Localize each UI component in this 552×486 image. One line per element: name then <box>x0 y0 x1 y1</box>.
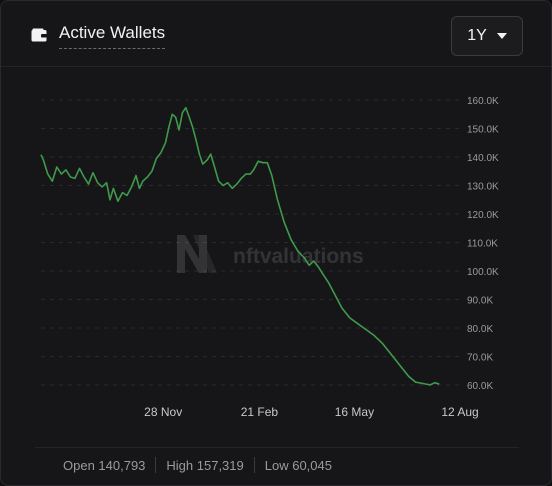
wallet-icon <box>31 28 47 42</box>
watermark: nftvaluations <box>177 235 364 273</box>
low-stat: Low 60,045 <box>264 457 332 473</box>
active-wallets-line <box>40 106 440 386</box>
y-axis-ticks: 60.0K 70.0K 80.0K 90.0K 100.0K 110.0K 120.0K 13… <box>467 96 499 392</box>
high-stat: High 157,319 <box>166 457 244 473</box>
y-tick-label: 150.0K <box>467 125 499 136</box>
caret-down-icon <box>496 33 507 39</box>
y-tick-label: 90.0K <box>467 296 493 307</box>
card-title: Active Wallets <box>59 23 166 49</box>
y-tick-label: 100.0K <box>467 267 499 278</box>
y-tick-label: 160.0K <box>467 96 499 107</box>
summary-stats: Open 140,793 High 157,319 Low 60,045 <box>63 457 342 473</box>
y-tick-label: 120.0K <box>467 210 499 221</box>
time-range-label: 1Y <box>467 27 487 44</box>
footer-divider <box>35 447 519 448</box>
active-wallets-chart: nftvaluations 60.0K 70.0K 80.0K 90.0K 100.0K… <box>40 96 499 419</box>
x-axis-ticks: 28 Nov 21 Feb 16 May 12 Aug <box>144 405 479 419</box>
x-tick-label: 21 Feb <box>241 405 279 419</box>
gridlines <box>41 99 462 386</box>
x-tick-label: 16 May <box>335 405 374 419</box>
x-tick-label: 28 Nov <box>144 405 182 419</box>
y-tick-label: 130.0K <box>467 182 499 193</box>
x-tick-label: 12 Aug <box>441 405 478 419</box>
y-tick-label: 110.0K <box>467 239 498 250</box>
open-stat: Open 140,793 <box>63 457 146 473</box>
time-range-dropdown[interactable]: 1Y <box>451 16 523 56</box>
y-tick-label: 70.0K <box>467 353 493 364</box>
y-tick-label: 60.0K <box>467 381 493 392</box>
stat-divider <box>253 457 255 473</box>
watermark-text: nftvaluations <box>233 245 364 268</box>
y-tick-label: 140.0K <box>467 153 499 164</box>
stat-divider <box>155 457 157 473</box>
y-tick-label: 80.0K <box>467 324 493 335</box>
card-header: Active Wallets 1Y <box>1 1 551 67</box>
